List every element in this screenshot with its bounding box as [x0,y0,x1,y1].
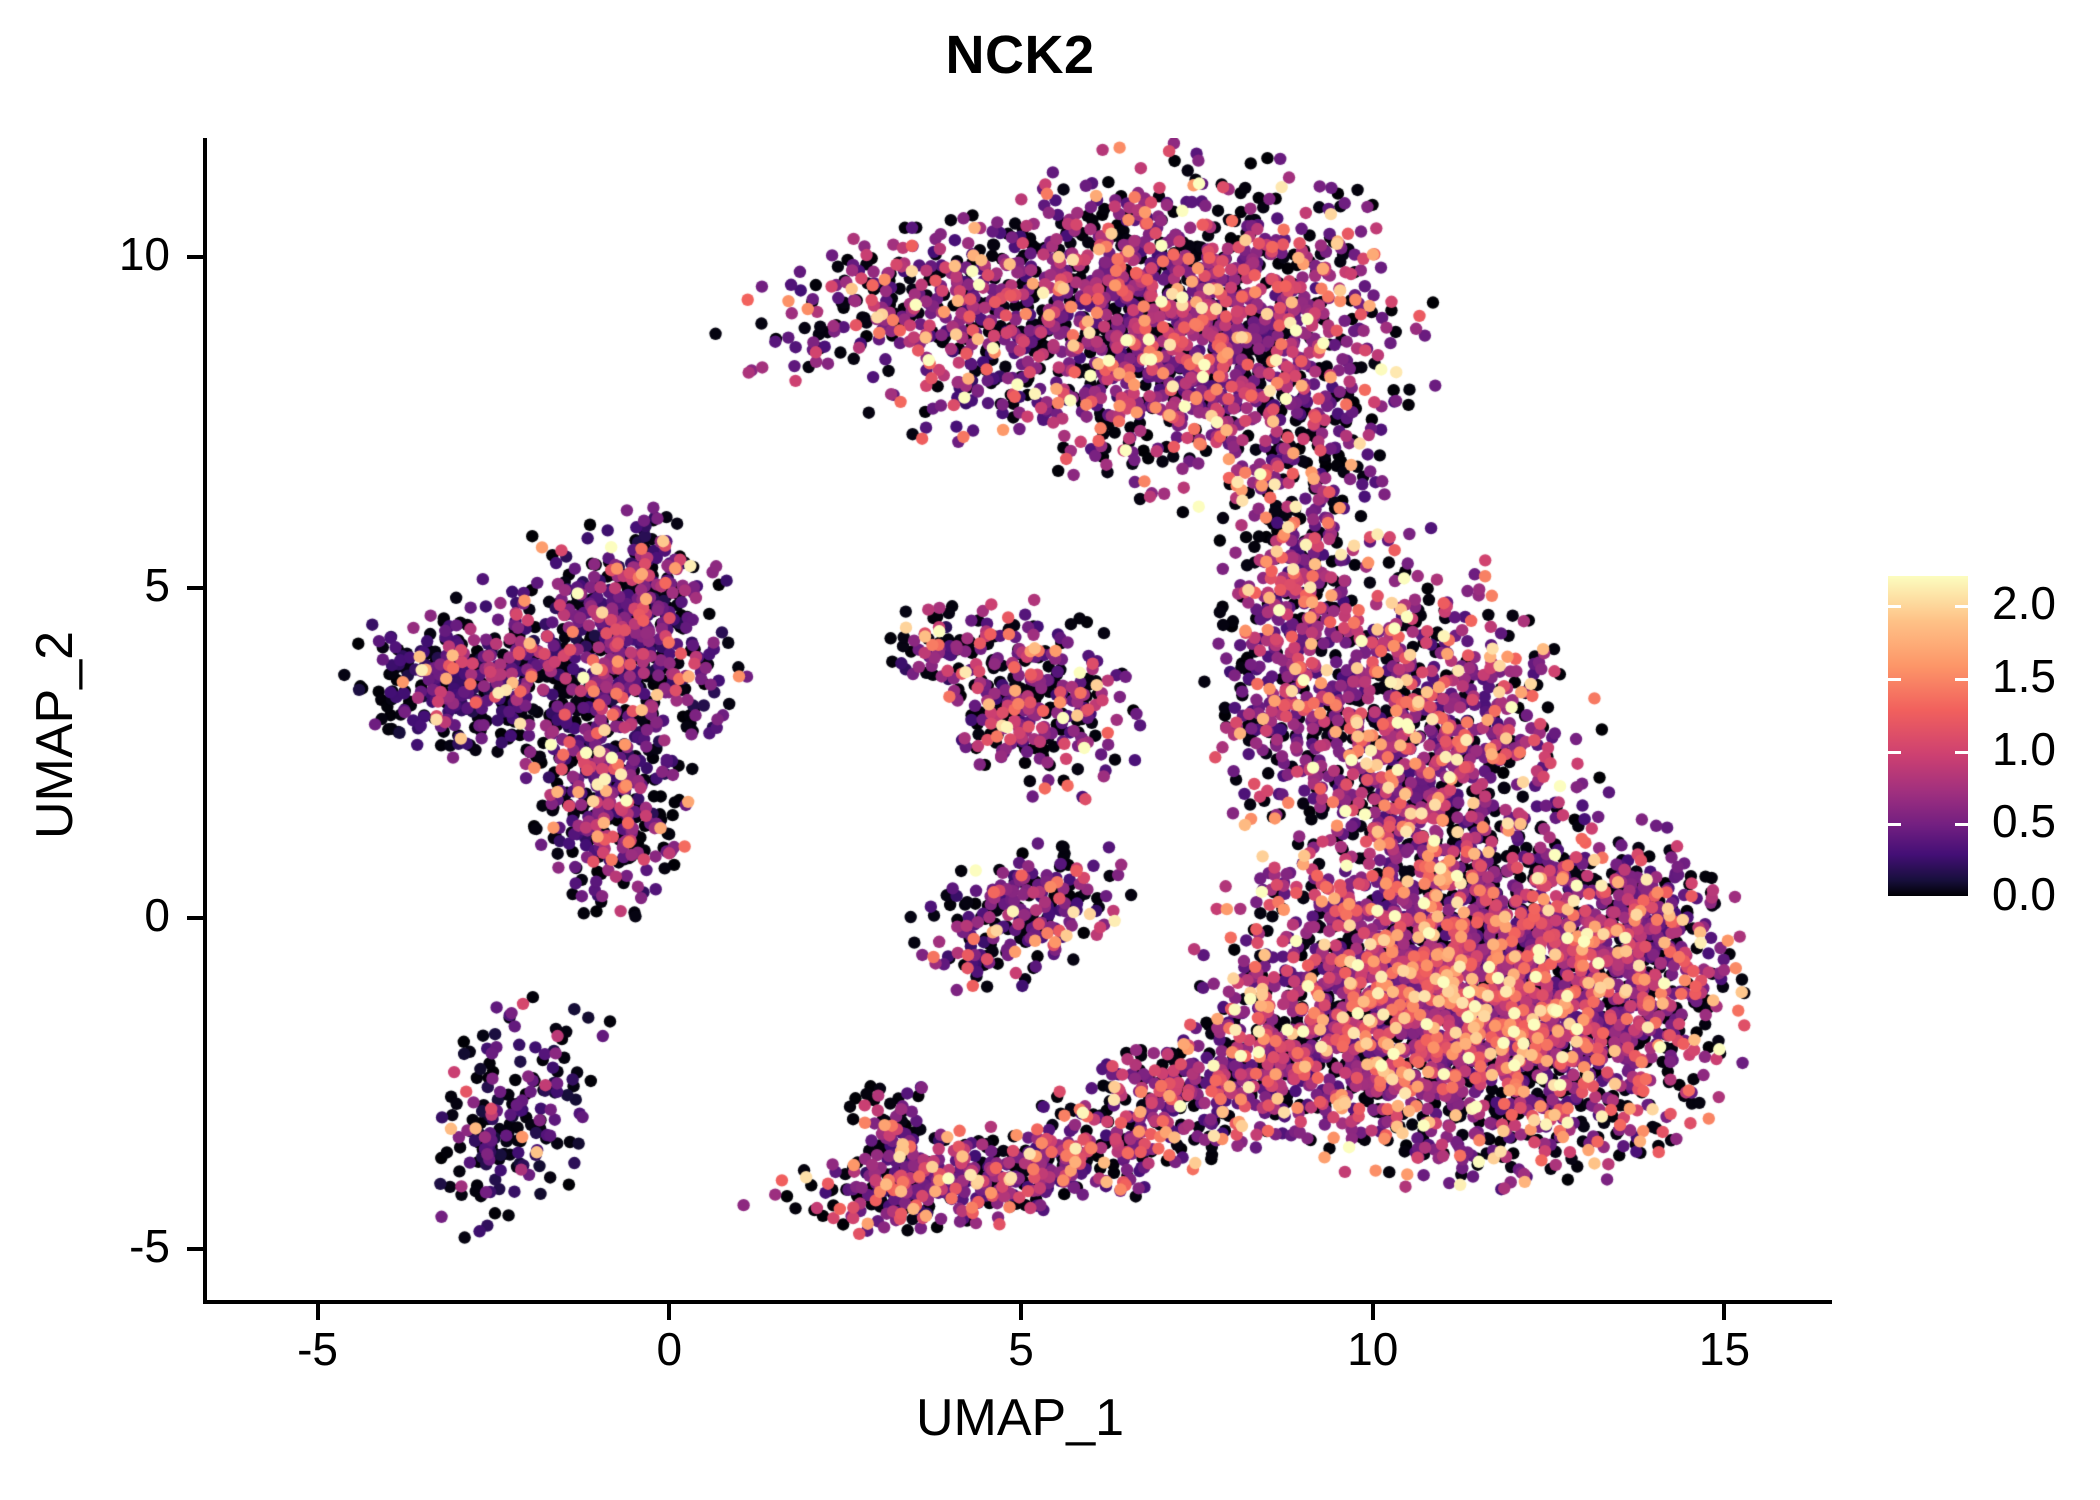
x-tick-label: 10 [1347,1323,1399,1375]
y-tick-mark [187,255,203,260]
x-tick-label: 0 [656,1323,683,1375]
colorbar-tick-mark [1888,605,1901,609]
y-axis-title: UMAP_2 [26,630,84,840]
colorbar-tick-mark [1955,750,1968,754]
colorbar-tick-mark [1955,677,1968,681]
y-tick-label: -5 [129,1220,170,1273]
y-tick-label: 10 [118,228,170,281]
colorbar-tick-label: 2.0 [1992,577,2056,630]
colorbar-tick-label: 1.5 [1992,649,2056,702]
y-tick-mark [187,916,203,921]
x-tick-label: -5 [297,1323,338,1375]
page-title: NCK2 [945,25,1095,85]
x-tick-label: 15 [1698,1323,1751,1375]
colorbar-tick-mark [1888,750,1901,754]
y-tick-mark [187,585,203,590]
x-tick-mark [1019,1304,1024,1320]
y-axis-line [203,138,207,1304]
colorbar-tick-label: 0.5 [1992,795,2056,848]
colorbar-tick-mark [1888,896,1901,899]
colorbar-tick-mark [1955,605,1968,609]
colorbar-tick-mark [1888,677,1901,681]
colorbar-tick-label: 0.0 [1992,868,2056,920]
colorbar-tick-label: 1.0 [1992,722,2056,775]
x-tick-mark [1370,1304,1375,1320]
scatter-plot-canvas [205,138,1830,1302]
colorbar-gradient [1888,576,1968,896]
x-axis-line [203,1300,1832,1304]
x-tick-mark [315,1304,320,1320]
colorbar-tick-mark [1888,823,1901,827]
plot-panel [205,138,1830,1302]
colorbar-tick-mark [1955,823,1968,827]
x-tick-mark [667,1304,672,1320]
x-tick-mark [1722,1304,1727,1320]
y-tick-label: 0 [144,889,170,942]
x-axis-title: UMAP_1 [915,1389,1125,1447]
colorbar-legend: 2.0 1.5 1.0 0.5 0.0 [1888,576,2088,917]
y-tick-mark [187,1247,203,1252]
colorbar-tick-mark [1955,896,1968,899]
y-tick-label: 5 [144,558,170,611]
x-tick-label: 5 [1008,1323,1034,1375]
